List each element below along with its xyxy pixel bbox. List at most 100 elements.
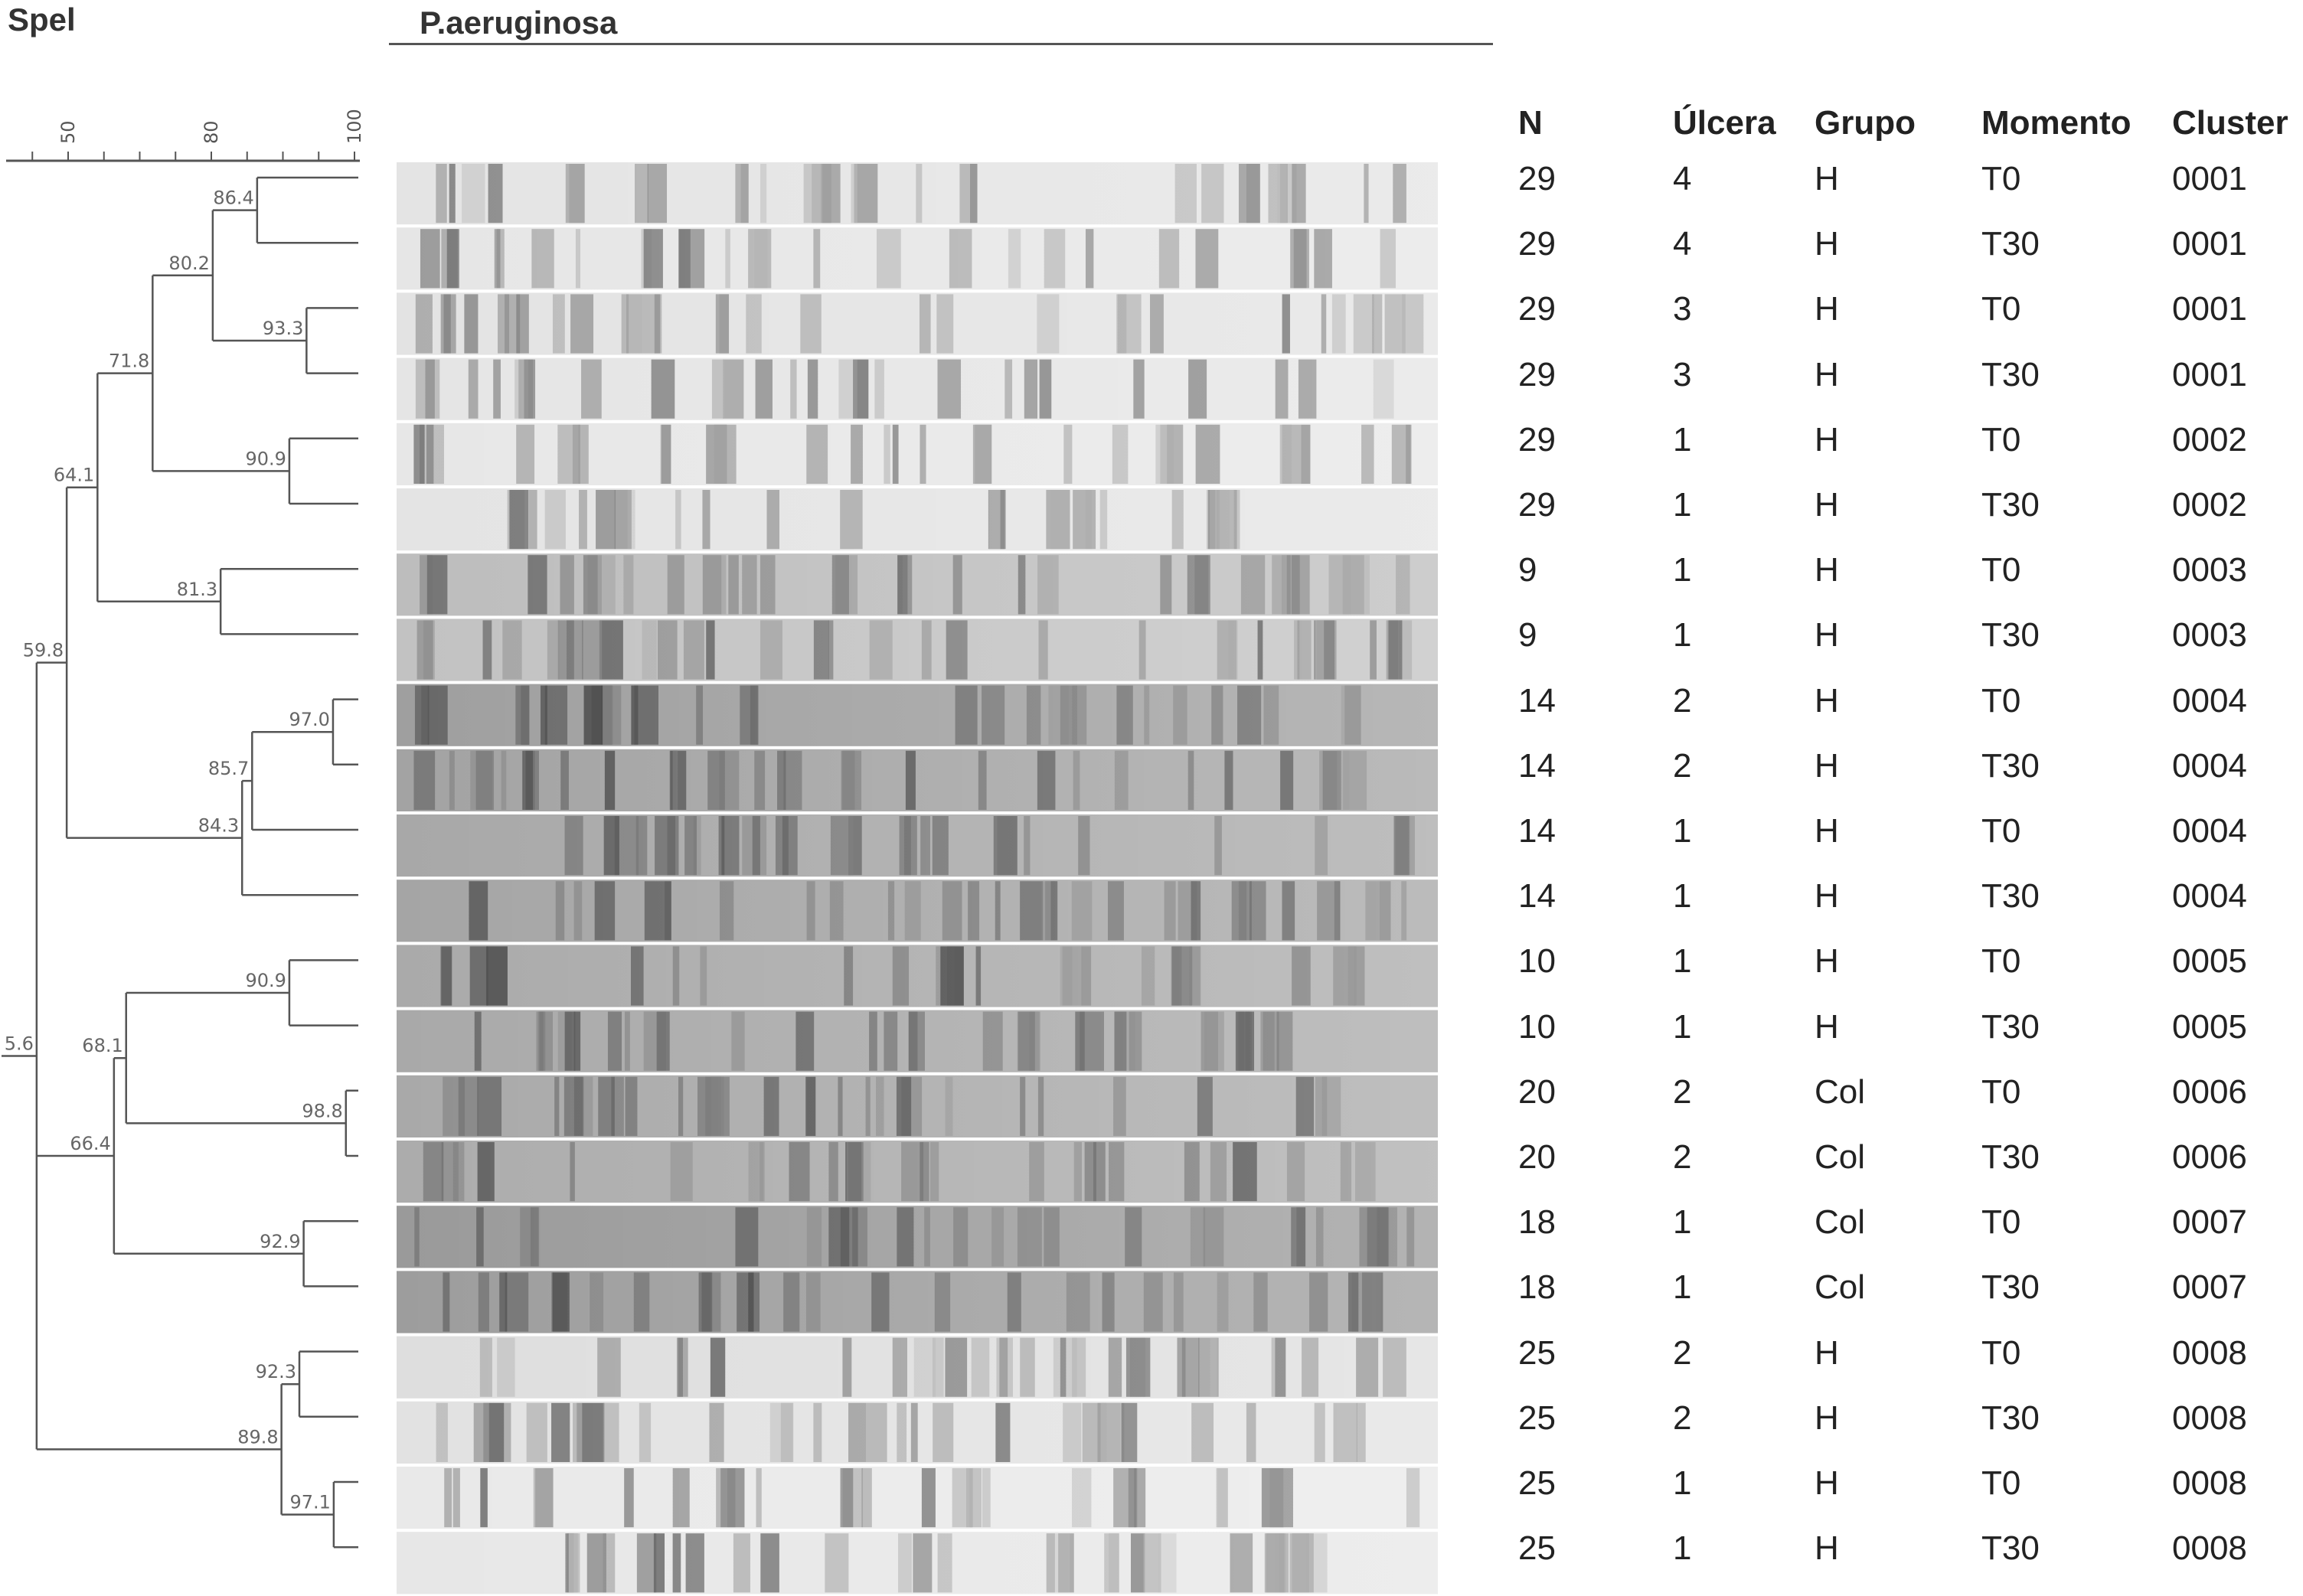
node-similarity-label: 98.8: [302, 1100, 342, 1121]
cell-momento: T30: [1981, 225, 2040, 263]
cell-momento: T30: [1981, 616, 2040, 654]
cell-ulcera: 2: [1673, 1072, 1692, 1111]
gel-lane: [397, 1075, 1438, 1137]
cell-grupo: H: [1815, 160, 1839, 197]
node-similarity-label: 97.0: [289, 709, 330, 730]
cell-n: 25: [1518, 1399, 1556, 1437]
cell-cluster: 0006: [2172, 1138, 2247, 1176]
cell-momento: T30: [1981, 486, 2040, 524]
cell-grupo: Col: [1815, 1203, 1866, 1242]
cell-grupo: H: [1815, 616, 1839, 654]
cell-grupo: H: [1815, 355, 1839, 393]
cell-grupo: H: [1815, 942, 1839, 981]
node-similarity-label: 86.4: [213, 188, 253, 209]
cell-ulcera: 3: [1673, 355, 1692, 393]
node-similarity-label: 90.9: [245, 970, 286, 991]
node-similarity-label: 71.8: [109, 351, 149, 372]
cell-cluster: 0002: [2172, 486, 2247, 524]
cell-momento: T30: [1981, 1399, 2040, 1437]
cell-momento: T0: [1981, 1072, 2021, 1111]
cell-momento: T0: [1981, 420, 2021, 459]
cell-ulcera: 2: [1673, 681, 1692, 720]
cell-grupo: Col: [1815, 1072, 1866, 1111]
gel-lane: [397, 227, 1438, 290]
cell-cluster: 0004: [2172, 746, 2247, 785]
cell-cluster: 0008: [2172, 1464, 2247, 1502]
cell-ulcera: 2: [1673, 746, 1692, 785]
cell-cluster: 0005: [2172, 942, 2247, 981]
cell-n: 9: [1518, 551, 1537, 589]
cell-cluster: 0008: [2172, 1399, 2247, 1437]
dendrogram-tree: 86.4 93.3 80.2 90.9 71.8 81.3 64.1 97.0 85.7 84.3…: [2, 176, 358, 1549]
node-similarity-label: 92.3: [256, 1361, 296, 1382]
cell-momento: T30: [1981, 877, 2040, 915]
cell-grupo: H: [1815, 1399, 1839, 1437]
cell-grupo: H: [1815, 746, 1839, 785]
gel-image: [397, 162, 1438, 1594]
cell-cluster: 0005: [2172, 1007, 2247, 1046]
cell-cluster: 0001: [2172, 355, 2247, 393]
gel-lane: [397, 292, 1438, 355]
header-cluster: Cluster: [2172, 104, 2288, 142]
organism-underline: [389, 43, 1493, 45]
cell-n: 18: [1518, 1203, 1556, 1242]
cell-n: 25: [1518, 1529, 1556, 1568]
cell-n: 29: [1518, 486, 1556, 524]
cell-momento: T0: [1981, 1464, 2021, 1502]
cell-momento: T0: [1981, 160, 2021, 197]
node-similarity-label: 89.8: [237, 1426, 278, 1447]
cell-ulcera: 1: [1673, 1464, 1692, 1502]
cell-momento: T0: [1981, 681, 2021, 720]
similarity-scale: 50 80 100: [6, 109, 365, 162]
cell-ulcera: 1: [1673, 1529, 1692, 1568]
cell-cluster: 0004: [2172, 812, 2247, 850]
cell-grupo: H: [1815, 486, 1839, 524]
cell-momento: T30: [1981, 1007, 2040, 1046]
cell-momento: T0: [1981, 812, 2021, 850]
gel-lane: [397, 1141, 1438, 1203]
cell-ulcera: 2: [1673, 1333, 1692, 1372]
cell-cluster: 0004: [2172, 681, 2247, 720]
header-ulcera: Úlcera: [1673, 104, 1776, 142]
cell-n: 29: [1518, 160, 1556, 197]
gel-lane: [397, 1010, 1438, 1072]
cell-grupo: H: [1815, 225, 1839, 263]
cell-ulcera: 2: [1673, 1138, 1692, 1176]
cell-cluster: 0003: [2172, 551, 2247, 589]
cell-momento: T30: [1981, 355, 2040, 393]
cell-cluster: 0001: [2172, 225, 2247, 263]
cell-ulcera: 1: [1673, 1268, 1692, 1307]
node-similarity-label: 5.6: [5, 1033, 34, 1055]
cell-momento: T0: [1981, 551, 2021, 589]
node-similarity-label: 66.4: [70, 1133, 110, 1154]
cell-ulcera: 1: [1673, 942, 1692, 981]
cell-momento: T30: [1981, 1268, 2040, 1307]
cell-n: 29: [1518, 420, 1556, 459]
gel-lane: [397, 749, 1438, 811]
gel-lane: [397, 1336, 1438, 1399]
header-n: N: [1518, 104, 1543, 142]
header-momento: Momento: [1981, 104, 2132, 142]
gel-lane: [397, 1401, 1438, 1464]
gel-lane: [397, 1271, 1438, 1333]
node-similarity-label: 80.2: [168, 253, 209, 274]
node-similarity-label: 93.3: [263, 318, 303, 339]
cell-cluster: 0008: [2172, 1333, 2247, 1372]
cell-n: 29: [1518, 290, 1556, 328]
gel-lane: [397, 423, 1438, 485]
cell-momento: T30: [1981, 1138, 2040, 1176]
cell-grupo: H: [1815, 1529, 1839, 1568]
cell-ulcera: 4: [1673, 160, 1692, 197]
cell-momento: T0: [1981, 1333, 2021, 1372]
gel-lane: [397, 553, 1438, 616]
cell-cluster: 0002: [2172, 420, 2247, 459]
cell-momento: T0: [1981, 942, 2021, 981]
header-grupo: Grupo: [1815, 104, 1916, 142]
gel-lane: [397, 1467, 1438, 1529]
node-similarity-label: 90.9: [245, 448, 286, 469]
cell-n: 14: [1518, 877, 1556, 915]
cell-grupo: Col: [1815, 1138, 1866, 1176]
node-similarity-label: 59.8: [23, 640, 64, 661]
cell-cluster: 0007: [2172, 1203, 2247, 1242]
cell-grupo: H: [1815, 420, 1839, 459]
